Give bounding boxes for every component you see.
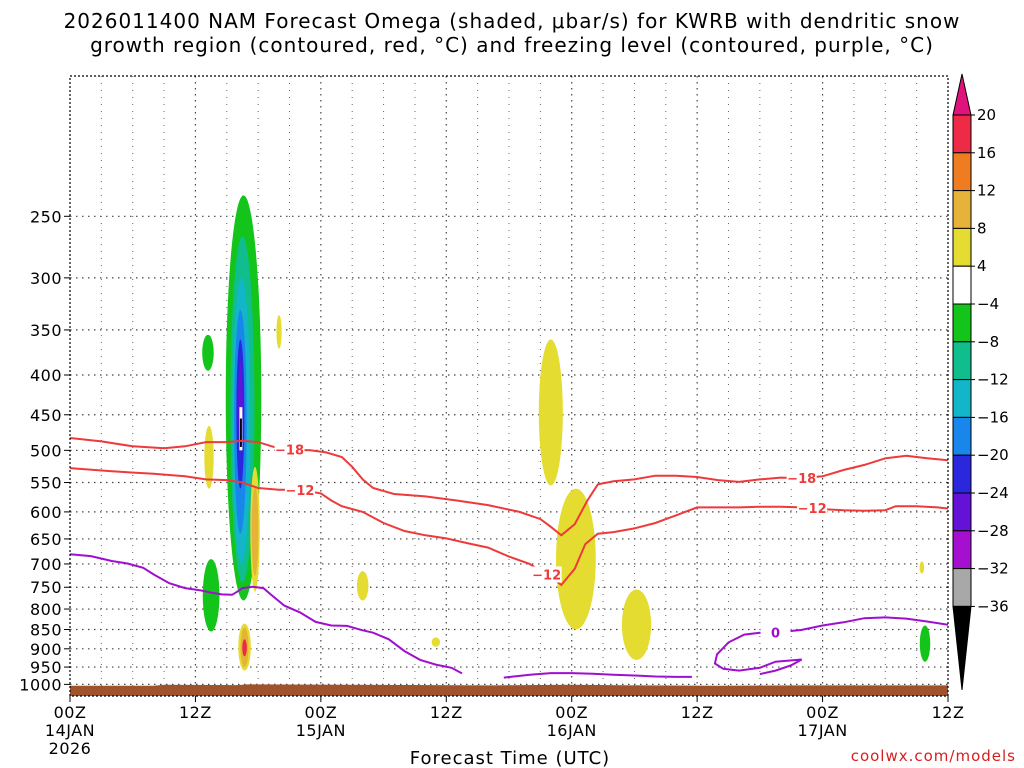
- y-tick-label: 600: [30, 503, 62, 522]
- colorbar-label: −24: [977, 484, 1009, 502]
- colorbar-label: −4: [977, 295, 999, 313]
- colorbar-swatch: [952, 379, 972, 418]
- omega-shaded-cell: [556, 488, 596, 630]
- colorbar-swatch: [952, 492, 972, 532]
- colorbar-label: 12: [977, 182, 996, 200]
- contour-label-bg: [760, 624, 791, 641]
- plot-content: −18 −18 −12 −12 −12 0: [70, 76, 948, 696]
- colorbar-bottom-arrow: [952, 605, 972, 691]
- contour-label: −12: [798, 502, 827, 517]
- colorbar-swatch: [952, 303, 972, 343]
- y-tick-label: 350: [30, 321, 62, 340]
- colorbar-label: −20: [977, 446, 1009, 464]
- x-tick-label: 00Z: [54, 703, 87, 722]
- colorbar-label: −16: [977, 408, 1009, 426]
- dendritic-minus18-contour: [70, 437, 948, 537]
- colorbar-label: 16: [977, 144, 996, 162]
- colorbar-label: −8: [977, 333, 999, 351]
- colorbar-label: −36: [977, 597, 1009, 615]
- x-tick-label: 12Z: [430, 703, 463, 722]
- x-tick-label: 12Z: [932, 703, 965, 722]
- y-tick-label: 550: [30, 474, 62, 493]
- y-tick-label: 650: [30, 530, 62, 549]
- x-tick-label: 12Z: [681, 703, 714, 722]
- y-tick-label: 850: [30, 621, 62, 640]
- omega-shaded-cell: [919, 625, 931, 662]
- colorbar-label: 4: [977, 257, 987, 275]
- omega-shaded-cell: [251, 485, 259, 576]
- colorbar-swatch: [952, 568, 972, 607]
- x-tick-label: 12Z: [179, 703, 212, 722]
- omega-core-black: [239, 418, 242, 447]
- y-tick-label: 1000: [19, 675, 62, 694]
- omega-shaded-cell: [202, 334, 214, 371]
- contour-label-bg: [531, 566, 562, 583]
- contour-label: −18: [275, 444, 304, 459]
- chart-title-line2: growth region (contoured, red, °C) and f…: [90, 33, 934, 57]
- omega-shaded-cell: [356, 571, 369, 601]
- freezing-level-contour: [70, 553, 463, 675]
- colorbar-swatch: [952, 152, 972, 192]
- omega-shaded-cell: [919, 561, 925, 574]
- contour-label-bg: [797, 500, 828, 517]
- colorbar-swatch: [952, 114, 972, 154]
- omega-shaded-cell: [202, 559, 220, 632]
- freezing-level-contour: [713, 616, 948, 676]
- y-tick-label: 750: [30, 578, 62, 597]
- contour-label-bg: [786, 470, 817, 487]
- omega-shaded-cell: [242, 639, 247, 657]
- colorbar-swatch: [952, 265, 972, 305]
- chart-title-line1: 2026011400 NAM Forecast Omega (shaded, μ…: [64, 9, 961, 33]
- colorbar-swatch: [952, 341, 972, 381]
- x-tick-label: 2026: [49, 739, 92, 758]
- colorbar-swatch: [952, 190, 972, 229]
- y-tick-label: 450: [30, 406, 62, 425]
- credit-link[interactable]: coolwx.com/models: [851, 747, 1016, 765]
- x-tick-label: 00Z: [555, 703, 588, 722]
- x-tick-label: 14JAN: [45, 721, 95, 740]
- contour-label: −12: [532, 568, 561, 583]
- colorbar-label: −28: [977, 522, 1009, 540]
- colorbar-swatch: [952, 416, 972, 456]
- y-tick-label: 250: [30, 207, 62, 226]
- contour-label: 0: [771, 627, 780, 642]
- x-tick-label: 17JAN: [797, 721, 847, 740]
- omega-shaded-cell: [276, 315, 282, 349]
- ground-terrain: [70, 684, 948, 696]
- freezing-level-contour: [503, 672, 692, 679]
- omega-shaded-cell: [538, 339, 563, 486]
- pressure-axis: 2503003504004505005506006507007508008509…: [19, 207, 70, 694]
- contour-label-bg: [284, 481, 315, 498]
- x-tick-label: 16JAN: [547, 721, 597, 740]
- y-tick-label: 800: [30, 600, 62, 619]
- y-tick-label: 950: [30, 658, 62, 677]
- contour-label-bg: [274, 441, 305, 458]
- colorbar-swatch: [952, 227, 972, 267]
- colorbar-label: −32: [977, 560, 1009, 578]
- y-tick-label: 300: [30, 269, 62, 288]
- y-tick-label: 400: [30, 366, 62, 385]
- contour-label: −18: [787, 472, 816, 487]
- x-tick-label: 15JAN: [296, 721, 346, 740]
- plot-area: −18 −18 −12 −12 −12 0: [69, 75, 949, 697]
- omega-colorbar: 20 16 12 8 4 −4 −8 −12 −16 −20 −24 −28 −32 −36: [952, 73, 1009, 691]
- plot-border: [69, 75, 949, 697]
- contour-label: −12: [285, 484, 314, 499]
- colorbar-label: 20: [977, 106, 996, 124]
- colorbar-label: −12: [977, 371, 1009, 389]
- x-tick-label: 00Z: [806, 703, 839, 722]
- colorbar-label: 8: [977, 219, 987, 237]
- y-tick-label: 500: [30, 441, 62, 460]
- omega-shaded-cell: [431, 637, 441, 647]
- colorbar-top-arrow: [952, 73, 972, 116]
- y-tick-label: 900: [30, 640, 62, 659]
- y-tick-label: 700: [30, 555, 62, 574]
- colorbar-swatch: [952, 454, 972, 494]
- x-tick-label: 00Z: [304, 703, 337, 722]
- colorbar-swatch: [952, 530, 972, 570]
- x-axis-label: Forecast Time (UTC): [410, 748, 610, 768]
- omega-shaded-cell: [621, 589, 652, 660]
